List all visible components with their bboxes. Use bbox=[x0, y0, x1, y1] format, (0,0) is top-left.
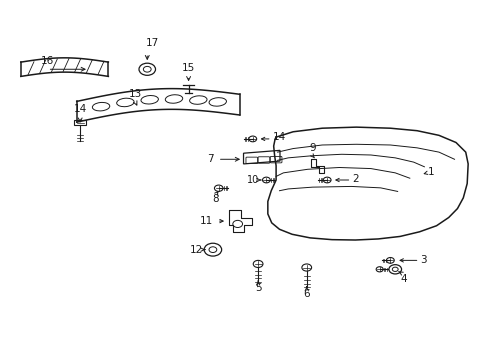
Text: 2: 2 bbox=[352, 174, 358, 184]
Text: 5: 5 bbox=[254, 283, 261, 293]
Text: 12: 12 bbox=[189, 245, 203, 255]
Text: 17: 17 bbox=[145, 38, 159, 48]
Text: 15: 15 bbox=[182, 63, 195, 73]
Text: 1: 1 bbox=[427, 167, 434, 177]
Text: 13: 13 bbox=[128, 89, 142, 99]
Text: 4: 4 bbox=[399, 274, 406, 284]
Text: 14: 14 bbox=[73, 104, 86, 114]
Text: 7: 7 bbox=[207, 154, 213, 164]
Text: 6: 6 bbox=[303, 289, 309, 299]
Text: 14: 14 bbox=[272, 132, 285, 142]
Text: 16: 16 bbox=[41, 56, 54, 66]
Text: 11: 11 bbox=[199, 216, 212, 226]
Text: 8: 8 bbox=[212, 194, 218, 203]
Text: 10: 10 bbox=[246, 175, 259, 185]
Text: 3: 3 bbox=[420, 255, 426, 265]
Text: 9: 9 bbox=[308, 143, 315, 153]
